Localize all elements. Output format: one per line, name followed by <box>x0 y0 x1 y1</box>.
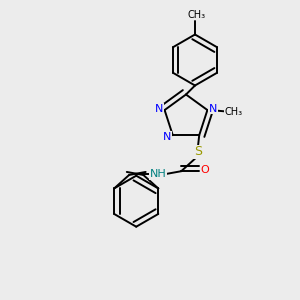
Text: NH: NH <box>150 169 166 179</box>
Text: CH₃: CH₃ <box>224 106 243 116</box>
Text: O: O <box>200 165 209 175</box>
Text: N: N <box>208 103 217 113</box>
Text: S: S <box>194 145 202 158</box>
Text: N: N <box>163 132 172 142</box>
Text: CH₃: CH₃ <box>188 10 206 20</box>
Text: N: N <box>155 103 164 113</box>
